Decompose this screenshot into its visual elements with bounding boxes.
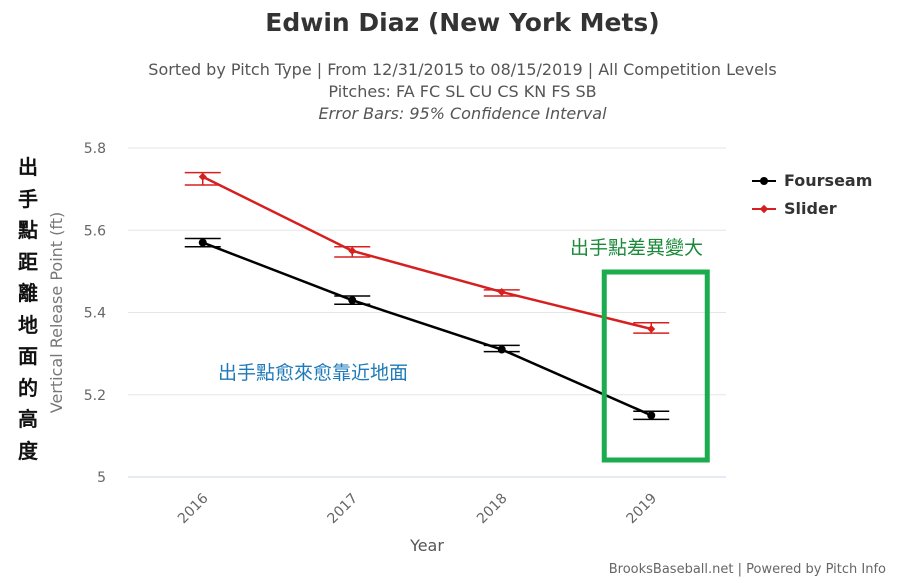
y-tick-label: 5.8 (84, 141, 106, 157)
data-point (647, 411, 656, 420)
chart-subtitle: Sorted by Pitch Type | From 12/31/2015 t… (148, 60, 777, 79)
chart-title: Edwin Diaz (New York Mets) (265, 8, 660, 37)
y-tick-label: 5 (97, 470, 106, 486)
y-tick-label: 5.4 (84, 306, 106, 322)
legend-item-slider[interactable]: Slider (752, 199, 837, 218)
cn-char: 度 (18, 438, 38, 463)
highlight-box (601, 269, 710, 463)
x-axis-title: Year (409, 536, 444, 555)
cn-char: 點 (18, 218, 38, 242)
x-tick-label: 2017 (325, 491, 362, 528)
series-line-slider (202, 175, 652, 331)
data-point (198, 172, 207, 181)
cn-char: 地 (18, 312, 38, 337)
chinese-height-label: 出 手 點 距 離 地 面 的 高 度 (14, 152, 42, 467)
data-point (647, 324, 656, 333)
cn-char: 距 (18, 249, 38, 274)
cn-char: 離 (18, 281, 38, 305)
data-point (198, 238, 207, 247)
annotation-closer-to-ground: 出手點愈來愈靠近地面 (218, 362, 409, 384)
cn-char: 的 (18, 375, 38, 400)
x-tick-label: 2016 (175, 490, 212, 527)
y-tick-label: 5.6 (84, 223, 106, 239)
data-point (348, 296, 357, 305)
data-point (497, 287, 506, 296)
cn-char: 出 (18, 155, 38, 179)
pitches-line: Pitches: FA FC SL CU CS KN FS SB (328, 82, 597, 101)
legend-label-slider: Slider (784, 199, 837, 218)
legend-swatch-fourseam (752, 175, 776, 187)
legend-label-fourseam: Fourseam (784, 171, 873, 190)
x-tick-label: 2019 (624, 491, 661, 528)
y-axis-title: Vertical Release Point (ft) (47, 212, 66, 414)
error-bars-note: Error Bars: 95% Confidence Interval (318, 104, 607, 123)
cn-char: 高 (18, 407, 38, 431)
y-tick-label: 5.2 (84, 388, 106, 404)
annotation-difference-larger: 出手點差異變大 (570, 237, 704, 259)
data-point (348, 246, 357, 255)
cn-char: 面 (18, 344, 38, 368)
series-line-fourseam (202, 241, 652, 417)
data-point (497, 345, 506, 354)
legend-item-fourseam[interactable]: Fourseam (752, 171, 872, 190)
footer-credit: BrooksBaseball.net | Powered by Pitch In… (608, 562, 886, 577)
cn-char: 手 (18, 186, 38, 211)
x-tick-label: 2018 (474, 491, 511, 528)
legend-swatch-slider (752, 203, 776, 215)
